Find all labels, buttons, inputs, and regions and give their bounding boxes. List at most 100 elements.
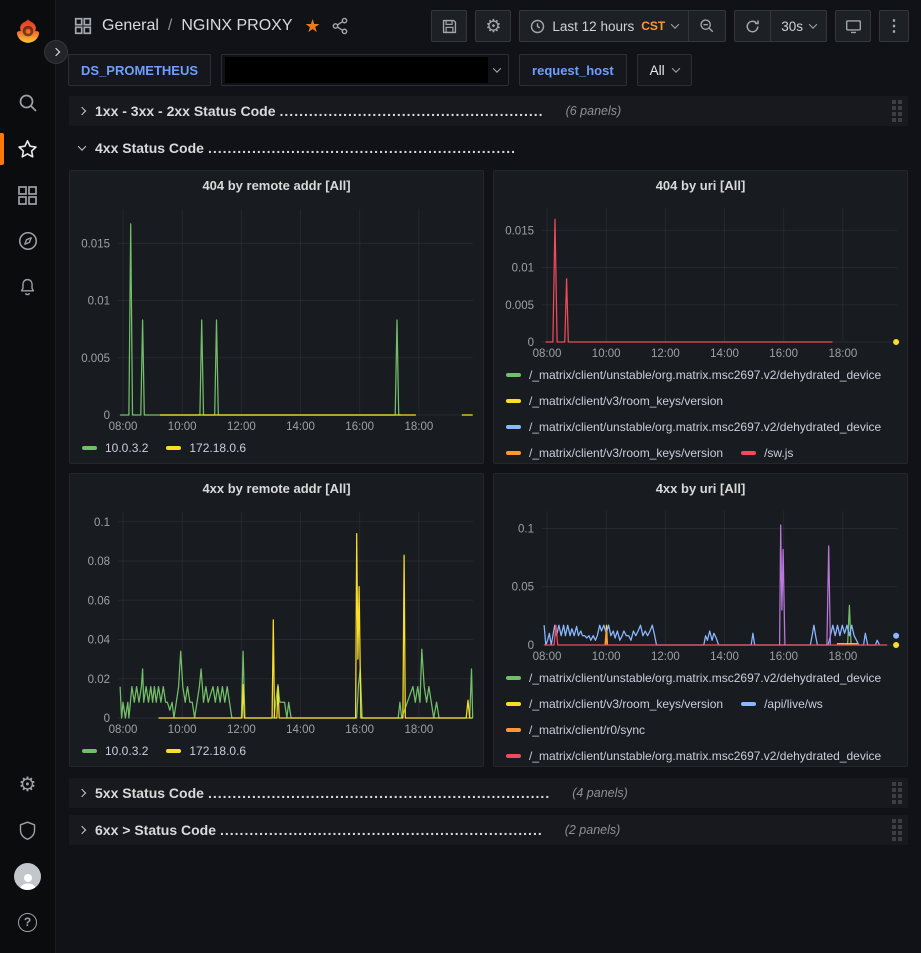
legend-swatch (82, 749, 97, 753)
time-series-chart[interactable]: 08:0010:0012:0014:0016:0018:0000.0050.01… (494, 200, 907, 362)
row-collapse-chevron[interactable] (73, 790, 91, 796)
legend-item[interactable]: /api/live/ws (741, 697, 823, 711)
cycle-view-mode-button[interactable] (835, 10, 871, 42)
panel-title[interactable]: 404 by remote addr [All] (70, 171, 483, 201)
legend-item[interactable]: /_matrix/client/unstable/org.matrix.msc2… (506, 368, 881, 382)
refresh-interval-dropdown[interactable]: 30s (770, 11, 826, 41)
svg-text:16:00: 16:00 (345, 421, 374, 433)
variable-select-request-host[interactable]: All (637, 54, 692, 86)
svg-text:10:00: 10:00 (168, 421, 197, 433)
share-button[interactable] (331, 17, 349, 35)
row-title[interactable]: 6xx > Status Code (95, 822, 216, 838)
row-collapse-chevron[interactable] (73, 145, 91, 151)
svg-text:12:00: 12:00 (651, 348, 680, 360)
dashboard-title: NGINX PROXY (181, 17, 292, 35)
row-collapse-chevron[interactable] (73, 827, 91, 833)
panel-legend: /_matrix/client/unstable/org.matrix.msc2… (494, 362, 907, 463)
svg-text:0.06: 0.06 (88, 595, 110, 607)
row-drag-handle[interactable] (892, 782, 902, 804)
svg-text:14:00: 14:00 (710, 651, 739, 663)
svg-text:18:00: 18:00 (828, 348, 857, 360)
sidebar-item-alerting[interactable] (0, 264, 55, 310)
legend-item[interactable]: /_matrix/client/unstable/org.matrix.msc2… (506, 671, 881, 685)
legend-swatch (741, 702, 756, 706)
grafana-logo-icon (14, 17, 42, 45)
svg-text:0.005: 0.005 (81, 353, 110, 365)
expand-sidebar-button[interactable] (44, 40, 68, 64)
search-icon (17, 92, 39, 114)
legend-row: 10.0.3.2 172.18.0.6 (82, 435, 483, 461)
favorite-star-button[interactable]: ★ (305, 16, 321, 37)
avatar (14, 863, 41, 890)
legend-item[interactable]: /_matrix/client/v3/room_keys/version (506, 394, 723, 408)
dashboard-settings-button[interactable]: ⚙ (475, 10, 511, 42)
legend-item[interactable]: /_matrix/client/unstable/org.matrix.msc2… (506, 749, 881, 763)
refresh-button[interactable] (735, 11, 770, 41)
legend-label: /_matrix/client/r0/sync (529, 723, 645, 737)
variable-label-ds-prometheus: DS_PROMETHEUS (68, 54, 211, 86)
legend-item[interactable]: /_matrix/client/v3/room_keys/version (506, 697, 723, 711)
panel-title[interactable]: 4xx by remote addr [All] (70, 474, 483, 504)
row-title[interactable]: 4xx Status Code (95, 140, 204, 156)
legend-swatch (506, 451, 521, 455)
legend-item[interactable]: /_matrix/client/unstable/org.matrix.msc2… (506, 420, 881, 434)
dashboard-content: 1xx - 3xx - 2xx Status Code ............… (56, 94, 921, 953)
legend-row: /_matrix/client/v3/room_keys/version/sw.… (506, 440, 907, 463)
svg-text:16:00: 16:00 (769, 651, 798, 663)
row-leader-dots: ........................................… (280, 103, 544, 119)
legend-item[interactable]: /_matrix/client/r0/sync (506, 723, 645, 737)
breadcrumb-folder[interactable]: General (102, 17, 159, 35)
panel-grid: 404 by remote addr [All] 08:0010:0012:00… (69, 170, 908, 767)
sidebar-item-server-admin[interactable] (0, 807, 55, 853)
variable-label-request-host: request_host (519, 54, 627, 86)
time-series-chart[interactable]: 08:0010:0012:0014:0016:0018:0000.050.1 (494, 503, 907, 665)
panel-title[interactable]: 404 by uri [All] (494, 171, 907, 200)
svg-text:08:00: 08:00 (533, 651, 562, 663)
time-series-chart[interactable]: 08:0010:0012:0014:0016:0018:0000.0050.01… (70, 201, 483, 435)
panel-title[interactable]: 4xx by uri [All] (494, 474, 907, 503)
time-range-picker[interactable]: Last 12 hours CST (520, 11, 688, 41)
sidebar-item-help[interactable]: ? (0, 899, 55, 945)
row-drag-handle[interactable] (892, 100, 902, 122)
sidebar-item-explore[interactable] (0, 218, 55, 264)
svg-text:0.1: 0.1 (94, 517, 110, 529)
legend-label: /_matrix/client/unstable/org.matrix.msc2… (529, 749, 881, 763)
sidebar-item-search[interactable] (0, 80, 55, 126)
svg-text:14:00: 14:00 (710, 348, 739, 360)
legend-swatch (506, 754, 521, 758)
row-drag-handle[interactable] (892, 819, 902, 841)
variable-select-datasource[interactable] (221, 54, 509, 86)
row-title[interactable]: 1xx - 3xx - 2xx Status Code (95, 103, 276, 119)
svg-text:18:00: 18:00 (404, 421, 433, 433)
alerting-bell-icon (17, 277, 38, 298)
row-title[interactable]: 5xx Status Code (95, 785, 204, 801)
sidebar-item-dashboards[interactable] (0, 172, 55, 218)
save-dashboard-button[interactable] (431, 10, 467, 42)
chevron-down-icon (493, 64, 501, 72)
zoom-out-button[interactable] (688, 11, 725, 41)
row-collapse-chevron[interactable] (73, 108, 91, 114)
row-5xx: 5xx Status Code ........................… (69, 778, 908, 808)
legend-item[interactable]: 172.18.0.6 (166, 744, 246, 758)
apps-grid-icon[interactable] (74, 17, 92, 35)
legend-item[interactable]: /sw.js (741, 446, 793, 460)
svg-text:10:00: 10:00 (592, 348, 621, 360)
sidebar-item-profile[interactable] (0, 853, 55, 899)
time-series-chart[interactable]: 08:0010:0012:0014:0016:0018:0000.020.040… (70, 504, 483, 738)
breadcrumb: General / NGINX PROXY (102, 17, 293, 35)
refresh-interval-value: 30s (781, 19, 803, 34)
legend-item[interactable]: /_matrix/client/v3/room_keys/version (506, 446, 723, 460)
svg-text:16:00: 16:00 (769, 348, 798, 360)
sidebar-item-configuration[interactable]: ⚙ (0, 761, 55, 807)
legend-swatch (506, 676, 521, 680)
sidebar-item-starred[interactable] (0, 126, 55, 172)
panel-legend: 10.0.3.2 172.18.0.6 (70, 738, 483, 764)
legend-item[interactable]: 10.0.3.2 (82, 441, 148, 455)
more-options-button[interactable]: ⋮ (879, 10, 909, 42)
svg-text:14:00: 14:00 (286, 724, 315, 736)
svg-text:0.015: 0.015 (505, 225, 534, 237)
sidebar: ⚙ ? (0, 0, 56, 953)
legend-row: 10.0.3.2 172.18.0.6 (82, 738, 483, 764)
legend-item[interactable]: 10.0.3.2 (82, 744, 148, 758)
legend-item[interactable]: 172.18.0.6 (166, 441, 246, 455)
